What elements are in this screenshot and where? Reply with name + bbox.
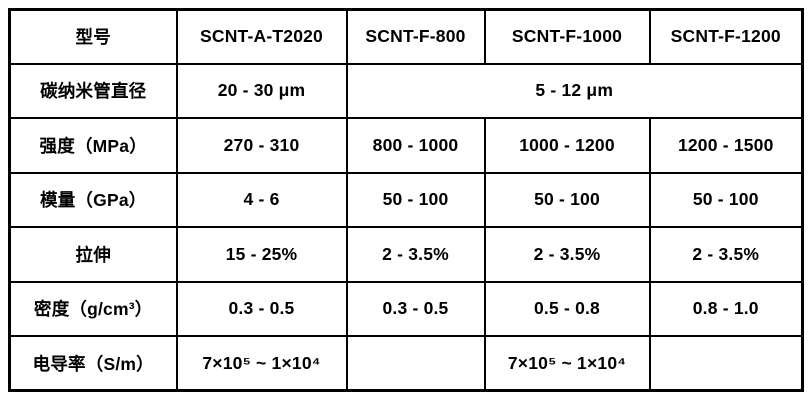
column-header-model: 型号	[8, 8, 178, 65]
spec-cell: 2 - 3.5%	[648, 226, 804, 283]
table-row-modulus: 模量（GPa） 4 - 6 50 - 100 50 - 100 50 - 100	[8, 171, 804, 228]
row-label: 强度（MPa）	[8, 117, 178, 174]
spec-cell	[648, 335, 804, 392]
column-header-scnt-f-1200: SCNT-F-1200	[648, 8, 804, 65]
row-label: 模量（GPa）	[8, 171, 178, 228]
spec-table: 型号 SCNT-A-T2020 SCNT-F-800 SCNT-F-1000 S…	[8, 8, 804, 392]
spec-cell: 15 - 25%	[175, 226, 348, 283]
table-row-elongation: 拉伸 15 - 25% 2 - 3.5% 2 - 3.5% 2 - 3.5%	[8, 226, 804, 283]
spec-cell	[345, 335, 486, 392]
spec-cell: 50 - 100	[345, 171, 486, 228]
spec-cell: 0.8 - 1.0	[648, 280, 804, 337]
column-header-scnt-a-t2020: SCNT-A-T2020	[175, 8, 348, 65]
spec-cell: 4 - 6	[175, 171, 348, 228]
spec-cell: 50 - 100	[648, 171, 804, 228]
table-row-diameter: 碳纳米管直径 20 - 30 μm 5 - 12 μm	[8, 62, 804, 119]
spec-cell: 1000 - 1200	[483, 117, 651, 174]
spec-cell: 7×10⁵ ~ 1×10⁴	[175, 335, 348, 392]
spec-cell: 5 - 12 μm	[345, 62, 804, 119]
spec-cell: 20 - 30 μm	[175, 62, 348, 119]
spec-cell: 800 - 1000	[345, 117, 486, 174]
spec-cell: 2 - 3.5%	[483, 226, 651, 283]
table-row-strength: 强度（MPa） 270 - 310 800 - 1000 1000 - 1200…	[8, 117, 804, 174]
table-row-conductivity: 电导率（S/m） 7×10⁵ ~ 1×10⁴ 7×10⁵ ~ 1×10⁴	[8, 335, 804, 392]
spec-cell: 0.3 - 0.5	[175, 280, 348, 337]
header-row: 型号 SCNT-A-T2020 SCNT-F-800 SCNT-F-1000 S…	[8, 8, 804, 65]
spec-cell: 7×10⁵ ~ 1×10⁴	[483, 335, 651, 392]
row-label: 拉伸	[8, 226, 178, 283]
row-label: 碳纳米管直径	[8, 62, 178, 119]
spec-cell: 1200 - 1500	[648, 117, 804, 174]
spec-cell: 0.5 - 0.8	[483, 280, 651, 337]
spec-cell: 270 - 310	[175, 117, 348, 174]
spec-cell: 50 - 100	[483, 171, 651, 228]
table-row-density: 密度（g/cm³） 0.3 - 0.5 0.3 - 0.5 0.5 - 0.8 …	[8, 280, 804, 337]
row-label: 密度（g/cm³）	[8, 280, 178, 337]
spec-cell: 0.3 - 0.5	[345, 280, 486, 337]
row-label: 电导率（S/m）	[8, 335, 178, 392]
column-header-scnt-f-1000: SCNT-F-1000	[483, 8, 651, 65]
spec-cell: 2 - 3.5%	[345, 226, 486, 283]
column-header-scnt-f-800: SCNT-F-800	[345, 8, 486, 65]
